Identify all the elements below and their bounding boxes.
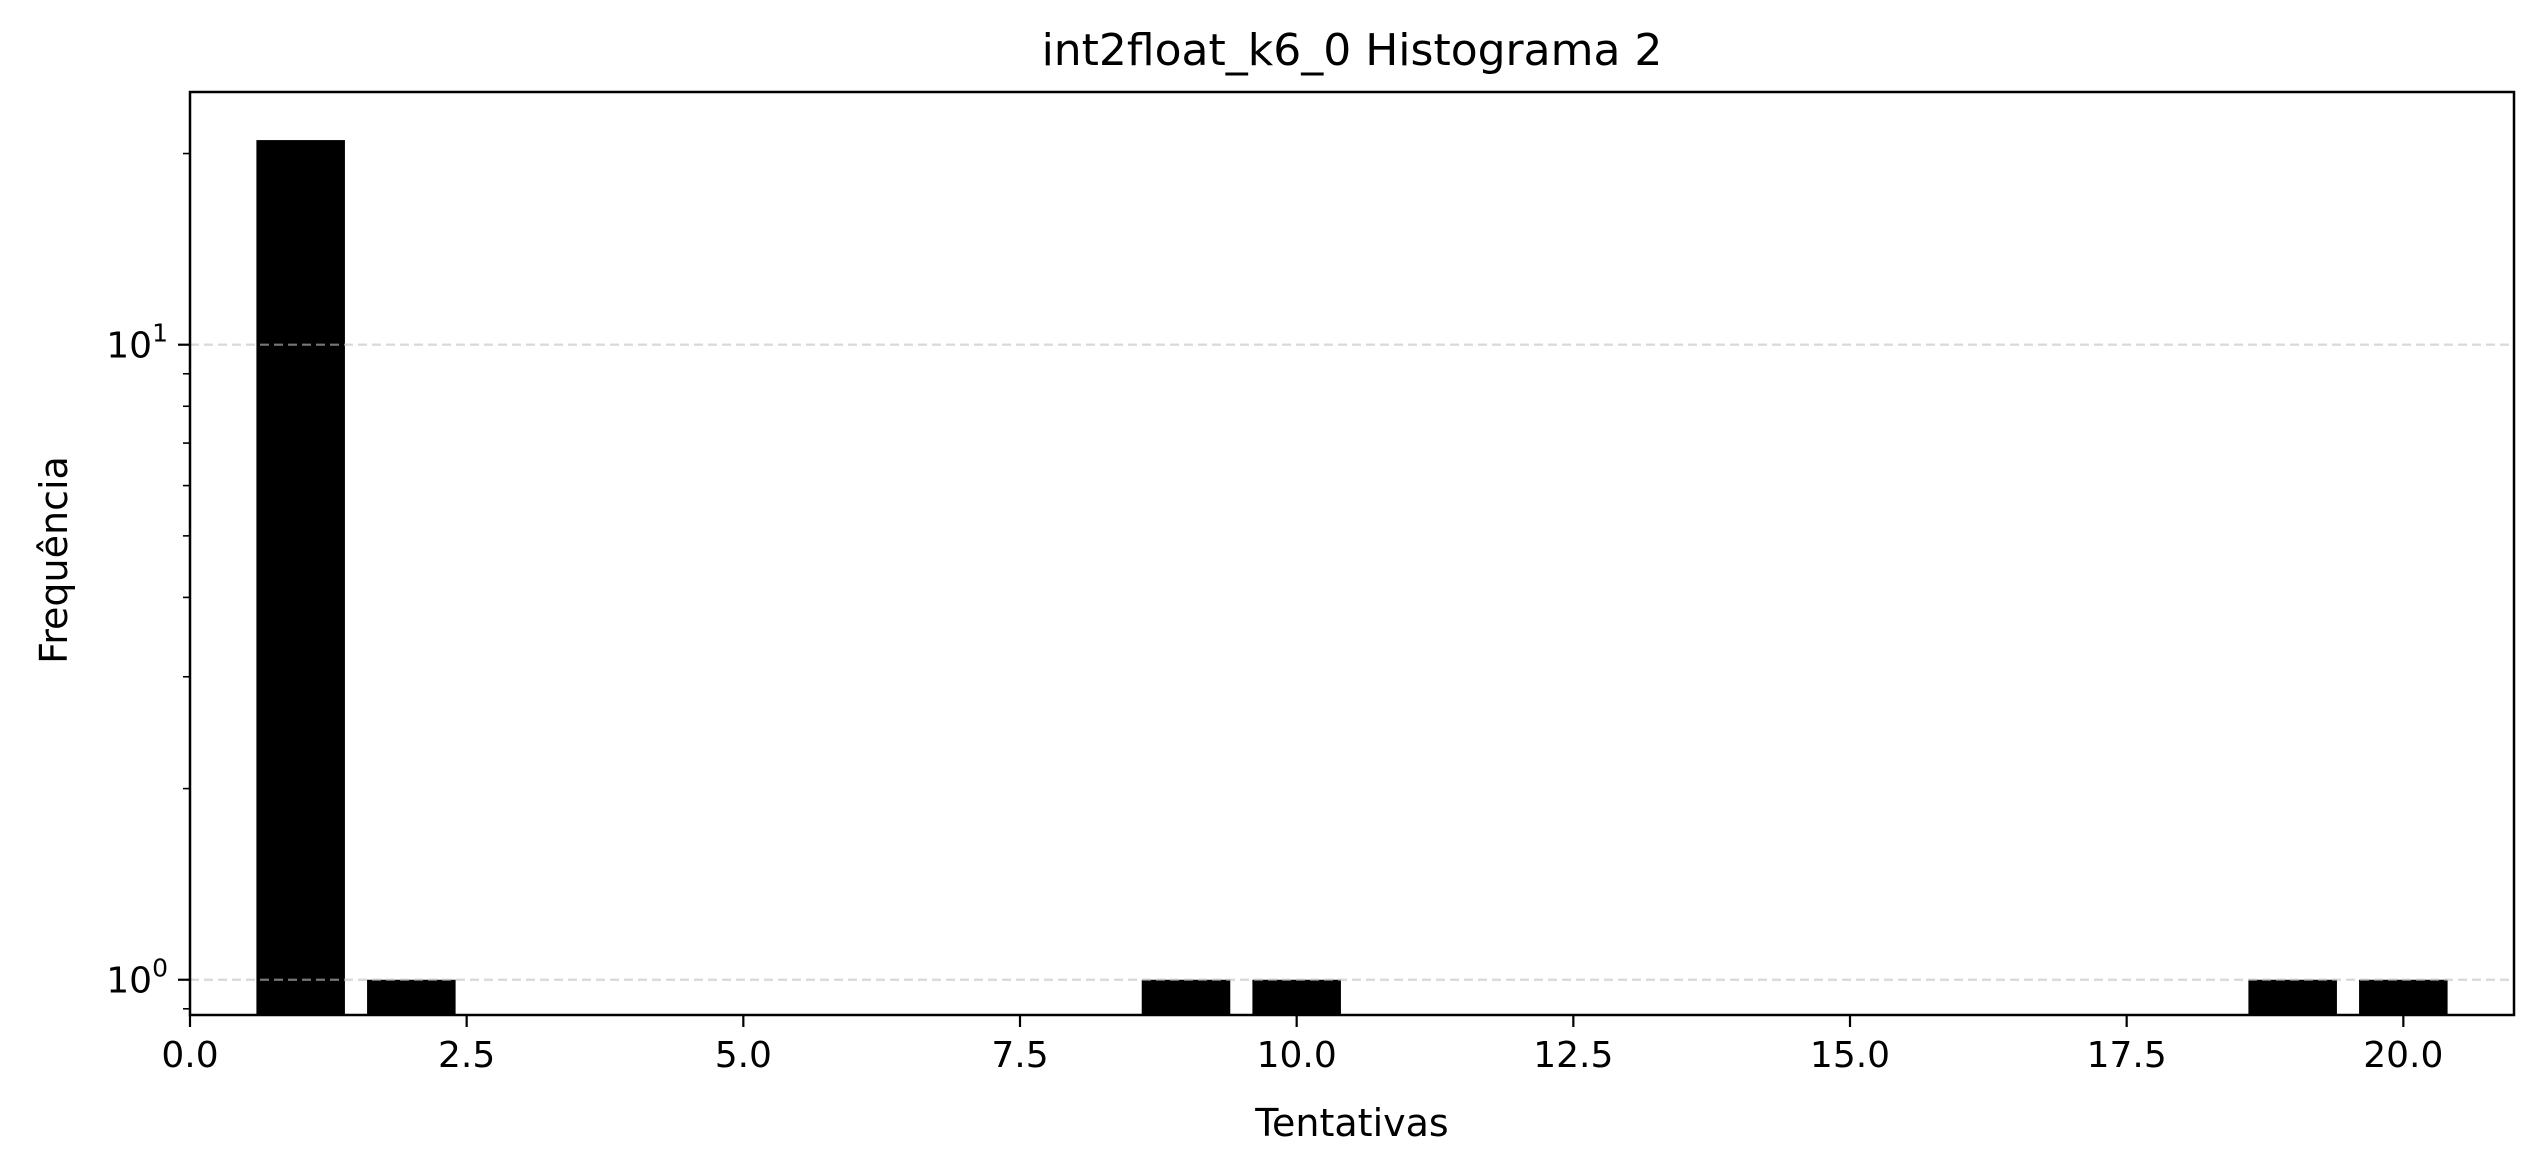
x-tick-label: 2.5 xyxy=(438,1035,495,1076)
x-tick-label: 0.0 xyxy=(161,1035,218,1076)
plot-frame xyxy=(188,90,2516,1017)
bars xyxy=(190,140,2514,1015)
x-tick-label: 12.5 xyxy=(1533,1035,1613,1076)
bar xyxy=(1252,979,1341,1015)
grid-lines xyxy=(190,343,2514,981)
x-tick-label: 20.0 xyxy=(2363,1035,2443,1076)
x-tick-label: 7.5 xyxy=(991,1035,1048,1076)
y-tick-label: 100 xyxy=(106,954,168,1002)
x-tick-label: 17.5 xyxy=(2087,1035,2167,1076)
bar xyxy=(367,979,456,1015)
bar xyxy=(256,140,345,1015)
bar xyxy=(2248,979,2337,1015)
y-axis-ticks: 100 101 xyxy=(106,152,190,1010)
x-tick-label: 5.0 xyxy=(715,1035,772,1076)
chart-title: int2float_k6_0 Histograma 2 xyxy=(1042,25,1663,76)
bar xyxy=(1141,979,1231,1015)
x-axis-ticks: 0.0 2.5 5.0 7.5 10.0 12.5 15.0 17.5 20.0 xyxy=(161,1015,2443,1076)
x-axis-label: Tentativas xyxy=(1254,1101,1448,1145)
bar xyxy=(2359,979,2448,1015)
x-tick-label: 10.0 xyxy=(1257,1035,1337,1076)
x-tick-label: 15.0 xyxy=(1810,1035,1890,1076)
y-axis-label: Frequência xyxy=(32,456,76,664)
y-tick-label: 101 xyxy=(106,319,168,367)
